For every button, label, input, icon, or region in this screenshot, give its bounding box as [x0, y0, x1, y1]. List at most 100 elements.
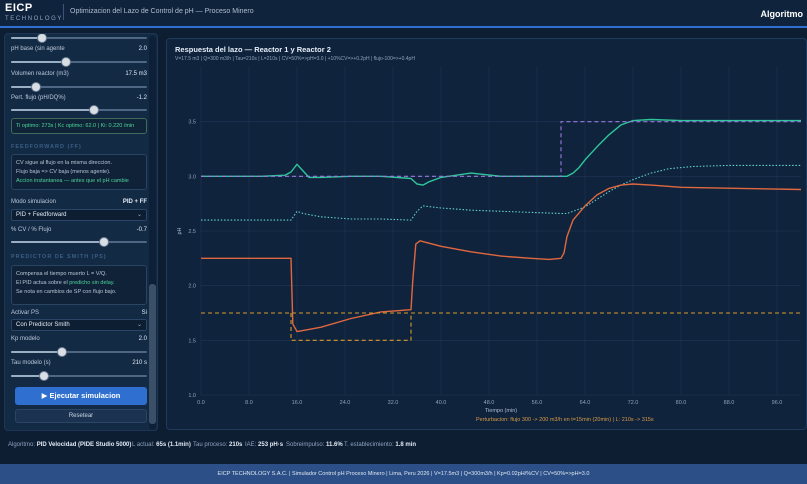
- ps-label: Activar PS: [11, 310, 40, 316]
- status-value: 1.8 min: [395, 442, 417, 448]
- cv-value: -0.7: [136, 227, 147, 233]
- logo-text: EICP: [5, 2, 33, 14]
- ps-info-text: El PID actua sobre el: [16, 280, 68, 286]
- x-tick-label: 0.0: [197, 400, 205, 406]
- x-tick-label: 8.0: [245, 400, 253, 406]
- status-label: IAE:: [245, 442, 257, 448]
- status-value: PID Velocidad (PIDE Studio 5000): [36, 442, 132, 448]
- status-settling: T. establecimiento: 1.8 min: [344, 442, 416, 448]
- y-tick-label: 1.5: [188, 338, 196, 344]
- chevron-down-icon: ⌄: [136, 212, 142, 218]
- mode-label: Modo simulacion: [11, 199, 57, 205]
- slider-track: [11, 375, 147, 377]
- param-ph-base: pH base (sin agente 2.0: [11, 46, 147, 52]
- sidebar-content: pH base (sin agente 2.0 Volumen reactor …: [5, 34, 153, 430]
- ff-info-line: CV sigue al flujo en la misma direccion.: [16, 160, 112, 166]
- x-tick-label: 88.0: [724, 400, 735, 406]
- slider-fill: [11, 37, 41, 39]
- status-tau: Tau proceso: 210s: [193, 442, 242, 448]
- x-tick-label: 40.0: [436, 400, 447, 406]
- x-tick-label: 56.0: [532, 400, 543, 406]
- ps-select[interactable]: Con Predictor Smith ⌄: [11, 319, 147, 331]
- response-chart: 0.0 8.0 16.0 24.0 32.0 40.0 48.0 56.0 64.0 72.0 80…: [177, 67, 802, 414]
- x-tick-label: 32.0: [388, 400, 399, 406]
- status-label: Algoritmo:: [8, 442, 36, 448]
- flow-pert-slider[interactable]: [11, 105, 147, 115]
- kp-slider[interactable]: [11, 347, 147, 357]
- slider-knob[interactable]: [99, 237, 109, 247]
- kp-row: Kp modelo 2.0: [11, 336, 147, 342]
- ff-info-box: CV sigue al flujo en la misma direccion.…: [11, 154, 147, 190]
- status-label: L actual:: [132, 442, 155, 448]
- slider-knob[interactable]: [39, 371, 49, 381]
- status-l: L actual: 65s (1.1min): [132, 442, 191, 448]
- status-label: Tau proceso:: [193, 442, 228, 448]
- ph-base-slider[interactable]: [11, 57, 147, 67]
- logo: EICP TECHNOLOGY: [5, 2, 63, 23]
- series-line-2: [201, 164, 801, 221]
- app-header: EICP TECHNOLOGY Optimizacion del Lazo de…: [0, 0, 807, 28]
- ff-info-line: Accion instantanea — antes que el pH cam…: [16, 178, 129, 184]
- status-value: 253 pH·s: [258, 442, 284, 448]
- status-overshoot: Sobreimpulso: 11.6%: [286, 442, 343, 448]
- tau-slider[interactable]: [11, 371, 147, 381]
- kp-label: Kp modelo: [11, 336, 40, 342]
- chart-perturbation-note: Perturbacion: flujo 300 -> 200 m3/h en t…: [476, 417, 654, 423]
- x-tick-label: 48.0: [484, 400, 495, 406]
- ps-value: Si: [141, 310, 147, 316]
- sidebar-scrollbar-track[interactable]: [149, 36, 156, 430]
- reset-button[interactable]: Resetear: [15, 409, 147, 423]
- kp-value: 2.0: [138, 336, 147, 342]
- sidebar: pH base (sin agente 2.0 Volumen reactor …: [4, 33, 158, 431]
- status-iae: IAE: 253 pH·s: [245, 442, 283, 448]
- param-flow-pert: Pert. flujo (pH/DQ%) -1.2: [11, 95, 147, 101]
- x-tick-label: 16.0: [292, 400, 303, 406]
- y-tick-label: 2.5: [188, 229, 196, 235]
- ps-info-highlight: predicho sin delay.: [69, 280, 115, 286]
- status-value: 65s (1.1min): [156, 442, 191, 448]
- tuning-result-box: Ti optimo: 273s | Kc optimo: 62.0 | Ki: …: [11, 118, 147, 134]
- partial-slider[interactable]: [11, 34, 147, 43]
- y-tick-label: 3.5: [188, 120, 196, 126]
- x-tick-label: 24.0: [340, 400, 351, 406]
- y-tick-label: 1.0: [188, 393, 196, 399]
- y-tick-label: 2.0: [188, 284, 196, 290]
- ff-info-line: Flujo baja => CV baja (menos agente).: [16, 169, 111, 175]
- x-tick-label: 96.0: [772, 400, 783, 406]
- slider-fill: [11, 375, 41, 377]
- slider-knob[interactable]: [31, 82, 41, 92]
- slider-knob[interactable]: [61, 57, 71, 67]
- sidebar-scrollbar-thumb[interactable]: [149, 284, 156, 424]
- cv-label: % CV / % Flujo: [11, 227, 52, 233]
- slider-fill: [11, 351, 59, 353]
- slider-track: [11, 351, 147, 353]
- logo-subtext: TECHNOLOGY: [5, 16, 64, 22]
- mode-row: Modo simulacion PID + FF: [11, 199, 147, 205]
- x-axis-label: Tiempo (min): [485, 408, 517, 414]
- header-divider: [63, 4, 64, 20]
- ps-info-line: Compensa el tiempo muerto L = V/Q.: [16, 271, 107, 277]
- ps-info-line: Se nota en cambios de SP con flujo bajo.: [16, 289, 117, 295]
- run-simulation-button[interactable]: ▶ Ejecutar simulacion: [15, 387, 147, 405]
- page-title: Optimizacion del Lazo de Control de pH —…: [70, 8, 254, 15]
- status-value: 11.6%: [326, 442, 343, 448]
- mode-select-value: PID + Feedforward: [16, 212, 67, 218]
- slider-knob[interactable]: [57, 347, 67, 357]
- slider-knob[interactable]: [37, 34, 47, 43]
- status-algorithm: Algoritmo: PID Velocidad (PIDE Studio 50…: [8, 442, 131, 448]
- series-line-3: [201, 183, 802, 333]
- param-label: Pert. flujo (pH/DQ%): [11, 95, 66, 101]
- series-line-5: [290, 313, 412, 341]
- status-label: T. establecimiento:: [344, 442, 394, 448]
- cv-slider[interactable]: [11, 237, 147, 247]
- chart-panel: Respuesta del lazo — Reactor 1 y Reactor…: [166, 38, 807, 430]
- chevron-down-icon: ⌄: [136, 322, 142, 328]
- footer: EICP TECHNOLOGY S.A.C. | Simulador Contr…: [0, 464, 807, 484]
- ps-info-box: Compensa el tiempo muerto L = V/Q. El PI…: [11, 265, 147, 305]
- algorithm-tab[interactable]: Algoritmo: [760, 9, 804, 19]
- param-value: 2.0: [138, 46, 147, 52]
- slider-knob[interactable]: [89, 105, 99, 115]
- volume-slider[interactable]: [11, 82, 147, 92]
- mode-select[interactable]: PID + Feedforward ⌄: [11, 209, 147, 221]
- ps-select-value: Con Predictor Smith: [16, 322, 70, 328]
